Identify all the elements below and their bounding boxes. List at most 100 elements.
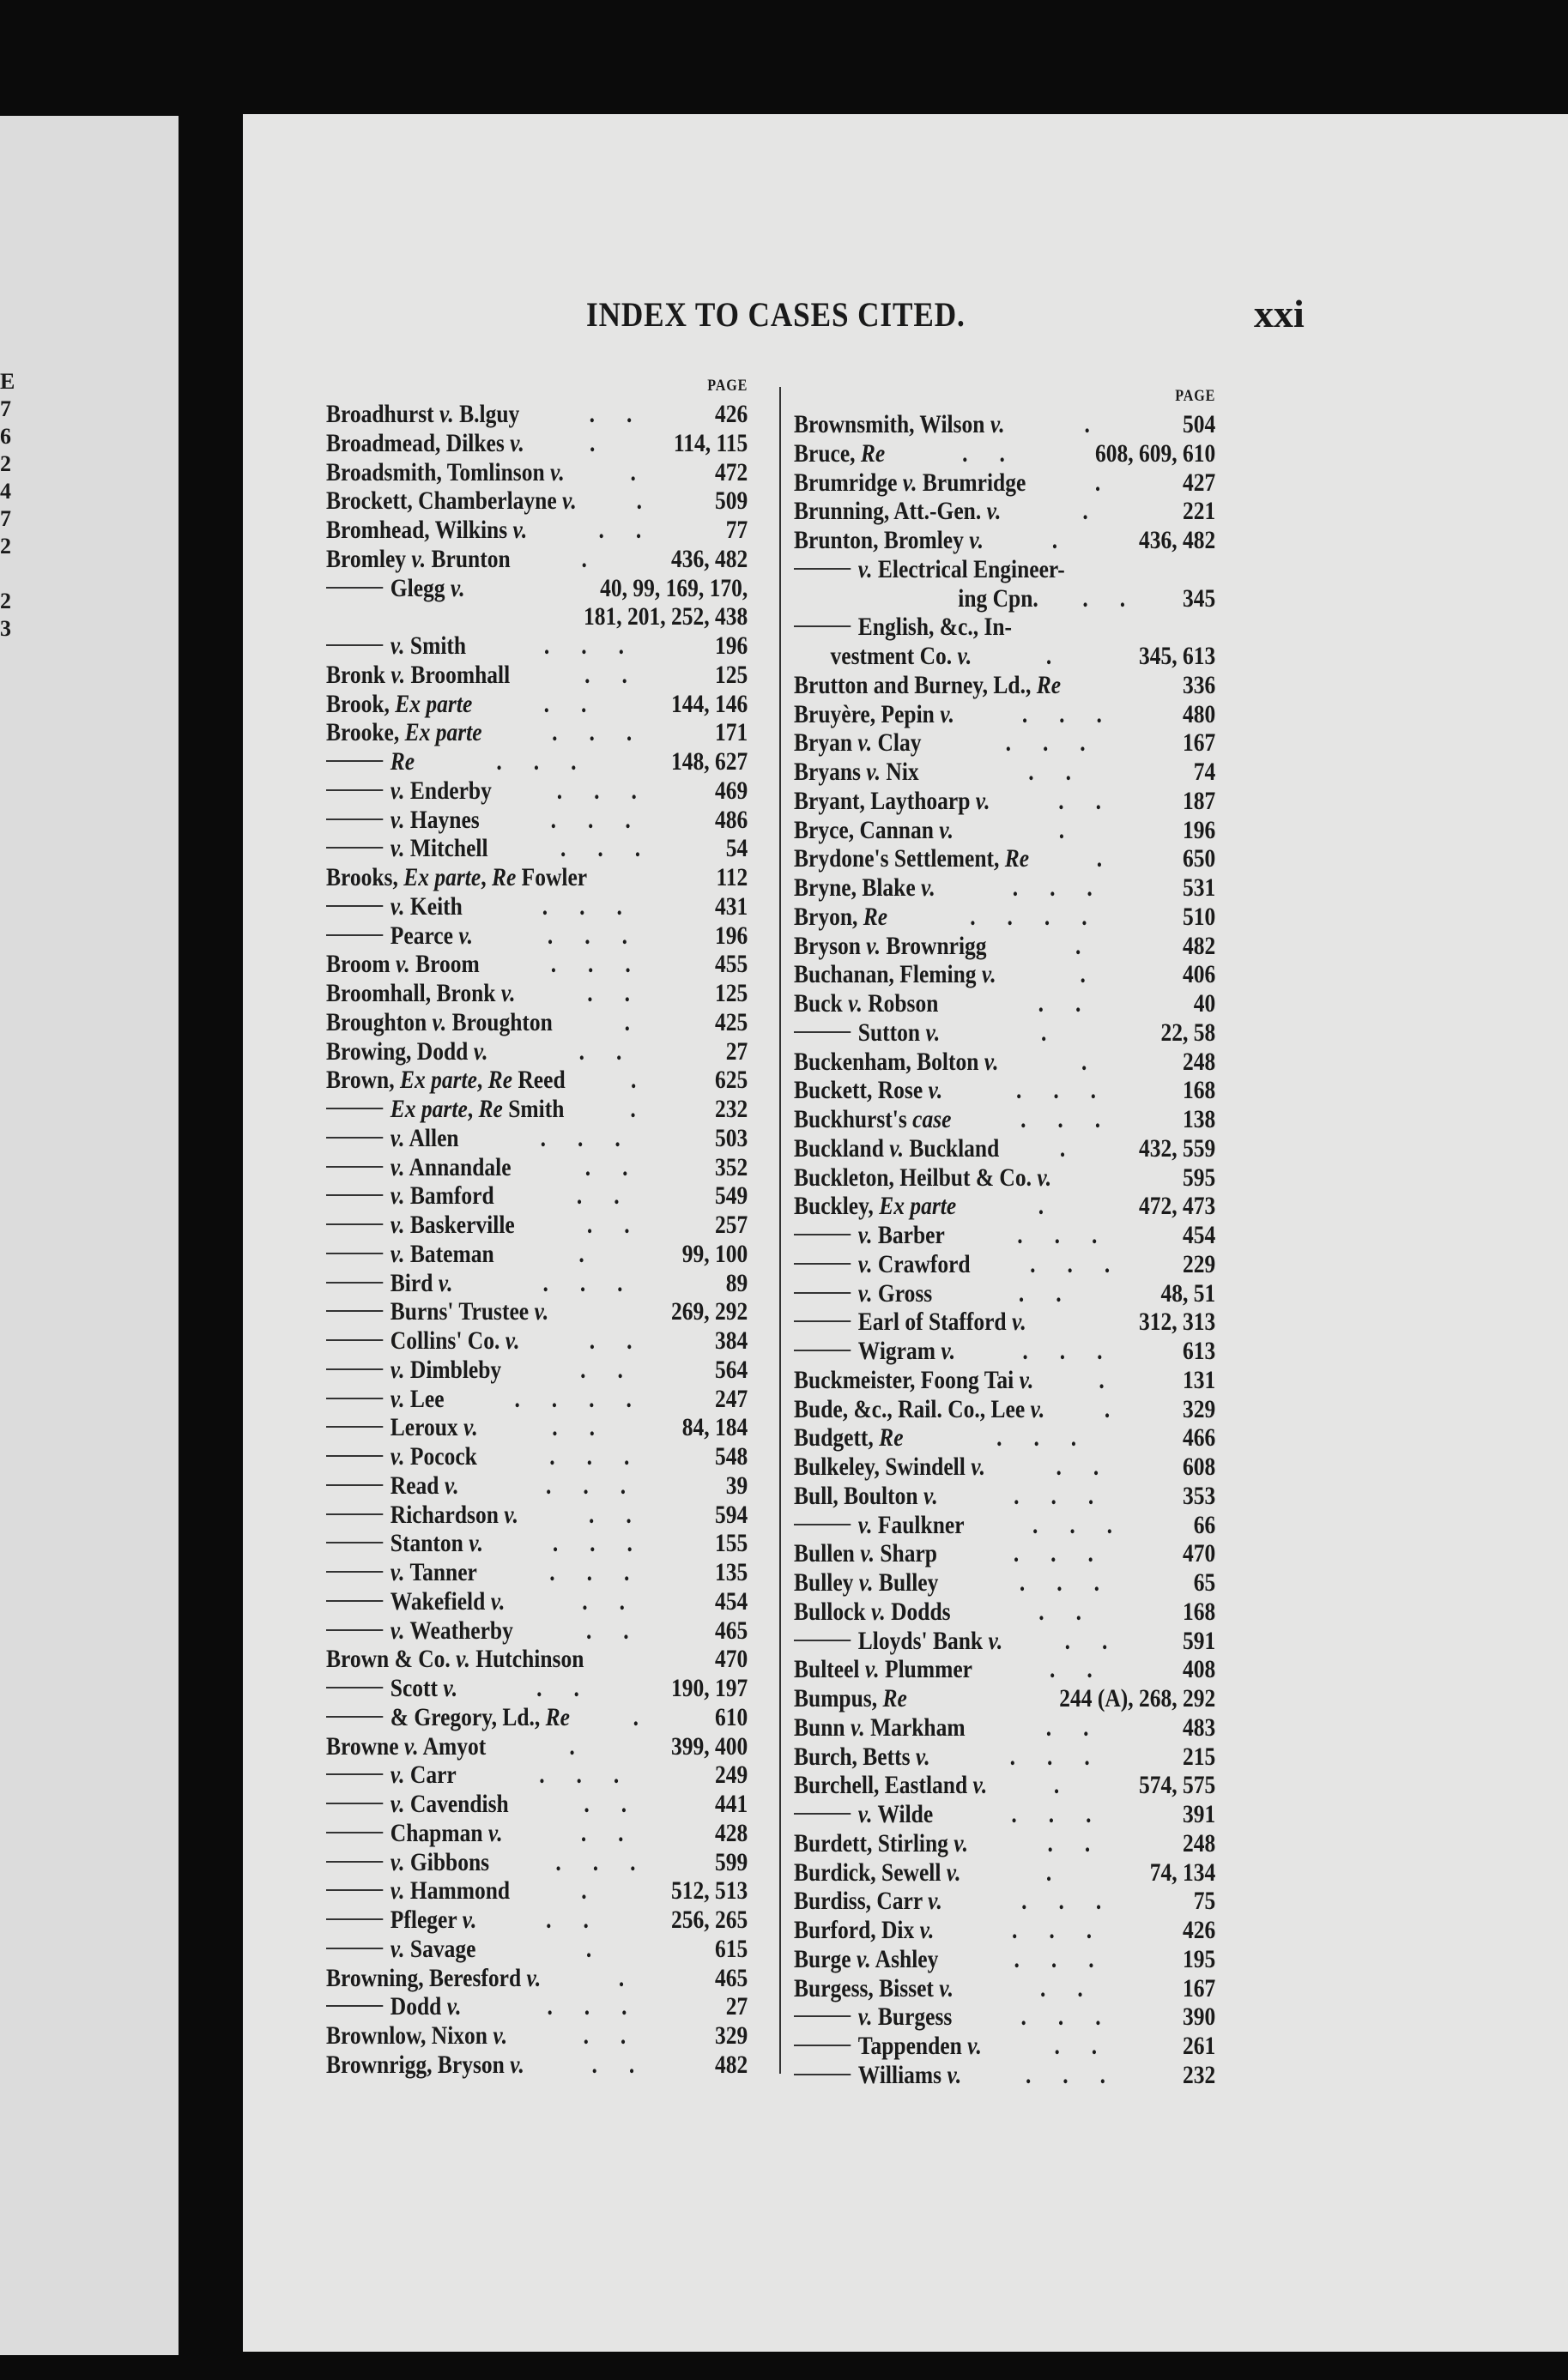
- italic-text: v.: [390, 1616, 405, 1645]
- italic-text: v.: [857, 1221, 873, 1249]
- page-references: 431: [715, 891, 748, 921]
- page-references: 74: [1193, 758, 1216, 786]
- ditto-dash: [326, 644, 384, 646]
- italic-text: v.: [390, 1790, 405, 1818]
- case-name-text: Wigram: [857, 1337, 941, 1365]
- italic-text: v.: [971, 1453, 985, 1481]
- italic-text: Re: [879, 1423, 904, 1453]
- page-references: 469: [715, 776, 748, 805]
- italic-text: v.: [858, 1568, 874, 1597]
- index-entry: v. Weatherby . . 465: [326, 1616, 748, 1646]
- case-name: Wigram v.: [794, 1337, 955, 1366]
- dot-leader: . .: [1047, 1828, 1104, 1857]
- index-entry: Bruyère, Pepin v. . . . 480: [794, 700, 1215, 729]
- italic-text: v.: [1019, 1365, 1034, 1394]
- case-name: Brown & Co. v. Hutchinson: [326, 1645, 584, 1674]
- italic-text: v.: [562, 486, 577, 516]
- page-references: 27: [725, 1992, 748, 2021]
- case-name-text: English, &c., In-: [857, 613, 1013, 642]
- case-name-text: Cavendish: [404, 1790, 509, 1818]
- case-name: Re: [326, 747, 415, 776]
- italic-text: v.: [928, 1076, 943, 1105]
- case-name: Brownrigg, Bryson v.: [326, 2051, 524, 2080]
- page-references: 167: [1183, 1973, 1216, 2002]
- case-name-text: Gross: [872, 1278, 933, 1308]
- case-name-text: Bunn: [794, 1713, 851, 1742]
- index-entry: Broadmead, Dilkes v.. 114, 115: [326, 429, 748, 458]
- italic-text: Re: [860, 438, 886, 468]
- case-name: v. Allen: [326, 1124, 459, 1153]
- italic-text: v.: [432, 1007, 447, 1036]
- italic-text: v.: [975, 786, 990, 815]
- ditto-dash: [326, 1599, 384, 1602]
- case-name: Dodd v.: [326, 1992, 461, 2021]
- italic-text: v.: [1037, 1163, 1052, 1192]
- italic-text: v.: [940, 699, 954, 728]
- index-entry: Brooks, Ex parte, Re Fowler 112: [326, 863, 748, 892]
- case-name-text: Browne: [326, 1731, 404, 1761]
- dot-leader: .: [1096, 844, 1116, 873]
- dot-leader: .: [1080, 960, 1099, 989]
- dot-leader: .: [636, 486, 656, 516]
- index-entry: v. Bateman. 99, 100: [326, 1240, 748, 1269]
- case-name: Brownlow, Nixon v.: [326, 2021, 507, 2051]
- page-references: 248: [1183, 1047, 1216, 1076]
- italic-text: v.: [915, 1742, 930, 1771]
- ditto-dash: [326, 1542, 384, 1544]
- italic-text: v.: [390, 1934, 405, 1963]
- italic-text: v.: [462, 1906, 477, 1934]
- italic-text: v.: [857, 554, 873, 583]
- index-entry: Broomhall, Bronk v. . . 125: [326, 979, 748, 1008]
- index-entry: Bull, Boulton v. . . . 353: [794, 1482, 1215, 1511]
- index-entry: v. Crawford . . . 229: [794, 1250, 1215, 1279]
- italic-text: v.: [439, 400, 454, 428]
- italic-text: v.: [443, 1674, 458, 1702]
- ditto-dash: [326, 1397, 384, 1399]
- dot-leader: . .: [578, 1036, 635, 1066]
- italic-text: v.: [857, 1249, 873, 1278]
- case-name: Stanton v.: [326, 1529, 483, 1558]
- italic-text: v.: [857, 728, 873, 758]
- index-entry: Bryans v. Nix . . 74: [794, 758, 1215, 787]
- index-entry: Browing, Dodd v. . . 27: [326, 1037, 748, 1066]
- case-name-text: Bull, Boulton: [794, 1481, 923, 1510]
- ditto-dash: [326, 1136, 384, 1139]
- case-name: v. Wilde: [794, 1800, 933, 1829]
- index-entry: Williams v. . . . 232: [794, 2061, 1215, 2090]
- case-name: v. Annandale: [326, 1153, 512, 1182]
- case-name: Bryce, Cannan v.: [794, 816, 954, 845]
- case-name-text: Broom: [409, 950, 480, 979]
- italic-text: v.: [972, 1771, 988, 1800]
- case-name-text: Bruyère, Pepin: [794, 699, 941, 728]
- case-name-text: Amyot: [418, 1731, 487, 1761]
- previous-page-fragment: 6: [0, 424, 11, 449]
- index-entry: Burdick, Sewell v.. 74, 134: [794, 1858, 1215, 1888]
- page-references: 512, 513: [671, 1876, 748, 1906]
- dot-leader: .: [1094, 468, 1114, 497]
- ditto-dash: [326, 1687, 384, 1688]
- case-name: Broughton v. Broughton: [326, 1008, 553, 1037]
- case-name: Sutton v.: [794, 1018, 940, 1048]
- ditto-dash: [326, 1571, 384, 1573]
- page-column-label: PAGE: [1175, 387, 1216, 405]
- case-name: Broom v. Broom: [326, 950, 480, 979]
- ditto-dash: [326, 904, 384, 907]
- index-entry: Wakefield v. . . 454: [326, 1587, 748, 1616]
- italic-text: Re: [863, 902, 888, 931]
- previous-page-fragment: 2: [0, 589, 11, 613]
- case-name-text: Electrical Engineer-: [872, 554, 1065, 583]
- case-name: v. Haynes: [326, 806, 480, 835]
- case-name-text: & Gregory, Ld.,: [390, 1702, 546, 1731]
- dot-leader: . . .: [542, 1268, 636, 1297]
- case-name-text: Broadhurst: [326, 400, 440, 428]
- case-name-text: Buckland: [904, 1133, 1000, 1163]
- case-name-text: Brownlow, Nixon: [326, 2021, 493, 2050]
- case-name-text: Brown,: [326, 1066, 400, 1095]
- page-references: 195: [1183, 1944, 1216, 1973]
- dot-leader: . .: [580, 1355, 637, 1384]
- case-name-text: Chapman: [390, 1818, 488, 1847]
- case-name-text: Bude, &c., Rail. Co., Lee: [794, 1394, 1031, 1423]
- index-entry: Bullen v. Sharp . . . 470: [794, 1539, 1215, 1568]
- page-references: 482: [1183, 931, 1216, 960]
- case-name: Broadhurst v. B.lguy: [326, 400, 519, 429]
